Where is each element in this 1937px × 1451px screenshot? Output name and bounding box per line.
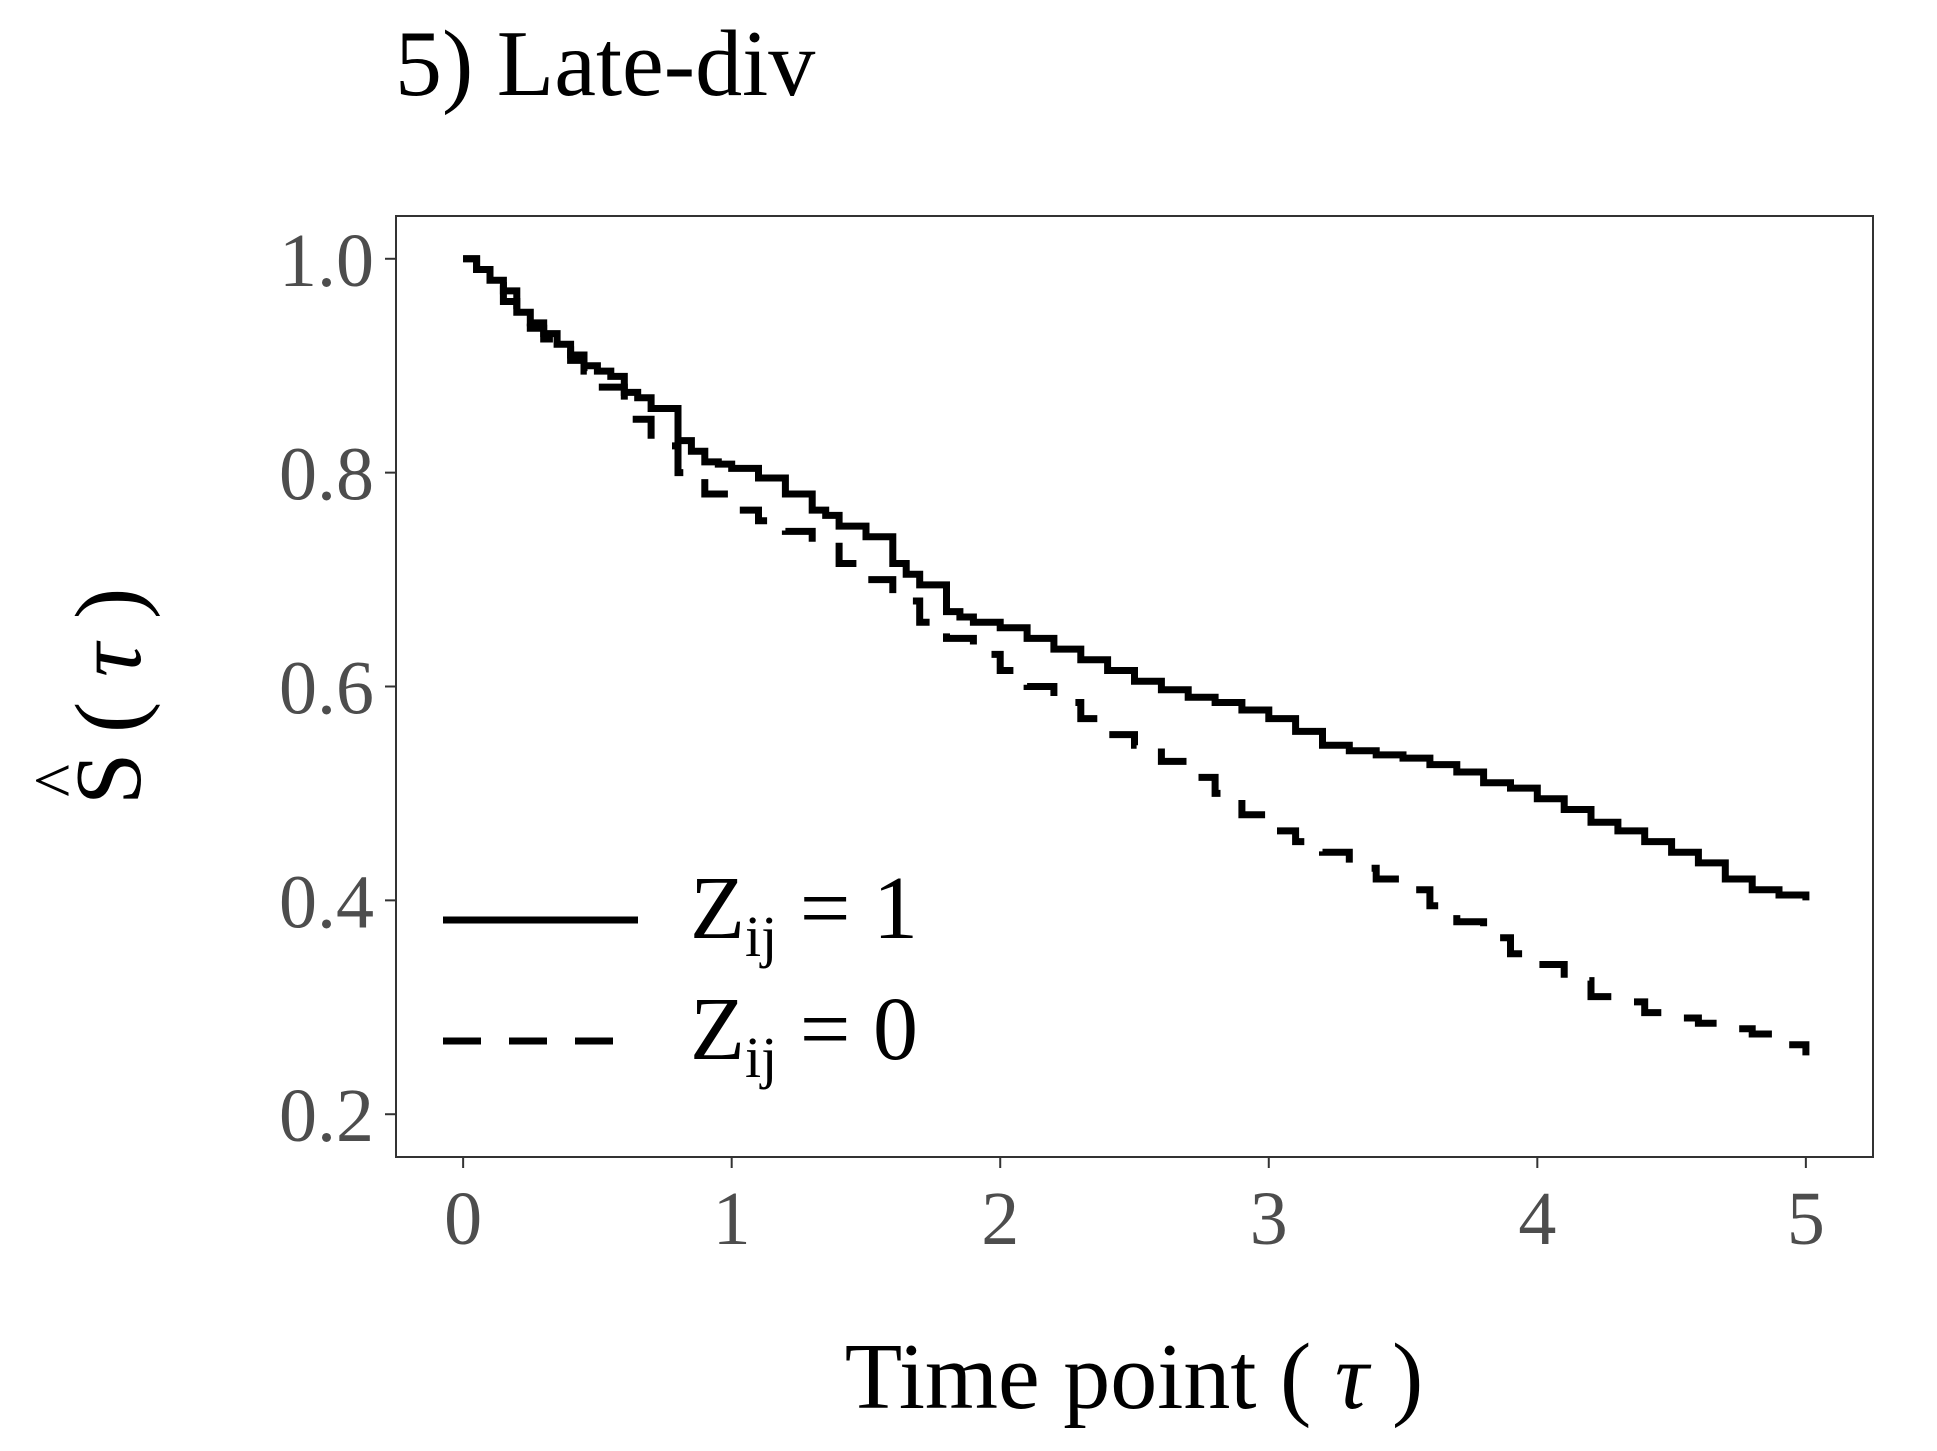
legend-main-dashed: Z [690, 980, 745, 1079]
x-tick-label: 0 [444, 1177, 482, 1261]
x-tick-label: 5 [1787, 1177, 1825, 1261]
legend-label-dashed: Zij = 0 [690, 980, 918, 1090]
x-axis-label-main: Time point ( [845, 1325, 1335, 1429]
y-axis-label: S ^ ( τ ) [21, 588, 161, 805]
legend-rest-solid: = 1 [777, 859, 918, 958]
y-axis-label-hat: ^ [21, 764, 98, 797]
y-axis-label-s: S [57, 753, 161, 805]
legend-sub-solid: ij [745, 904, 777, 969]
x-tick-label: 2 [981, 1177, 1019, 1261]
plot-panel [395, 215, 1874, 1158]
y-tick-label: 0.2 [279, 1074, 374, 1158]
y-tick-label: 0.4 [279, 860, 374, 944]
x-axis: 0 1 2 3 4 5 [444, 1157, 1825, 1261]
x-axis-label-end: ) [1368, 1325, 1423, 1429]
y-tick-label: 1.0 [279, 219, 374, 303]
y-axis-label-close: ) [57, 588, 161, 619]
series-line-dashed [463, 255, 1810, 1056]
x-tick-label: 4 [1518, 1177, 1556, 1261]
legend: Zij = 1 Zij = 0 [443, 859, 918, 1090]
series-line-solid [463, 255, 1810, 901]
y-tick-label: 0.8 [279, 433, 374, 517]
legend-sub-dashed: ij [745, 1025, 777, 1090]
x-axis-label: Time point ( τ ) [845, 1325, 1424, 1429]
x-tick-label: 3 [1250, 1177, 1288, 1261]
legend-main-solid: Z [690, 859, 745, 958]
y-tick-label: 0.6 [279, 647, 374, 731]
legend-label-solid: Zij = 1 [690, 859, 918, 969]
y-axis-label-symbol: τ [57, 640, 161, 677]
legend-rest-dashed: = 0 [777, 980, 918, 1079]
series-layer [463, 255, 1810, 1056]
chart-title: 5) Late-div [395, 12, 815, 116]
y-axis-label-open: ( [57, 702, 161, 733]
x-tick-label: 1 [713, 1177, 751, 1261]
y-axis: 0.2 0.4 0.6 0.8 1.0 [279, 219, 396, 1158]
x-axis-label-symbol: τ [1335, 1325, 1372, 1429]
